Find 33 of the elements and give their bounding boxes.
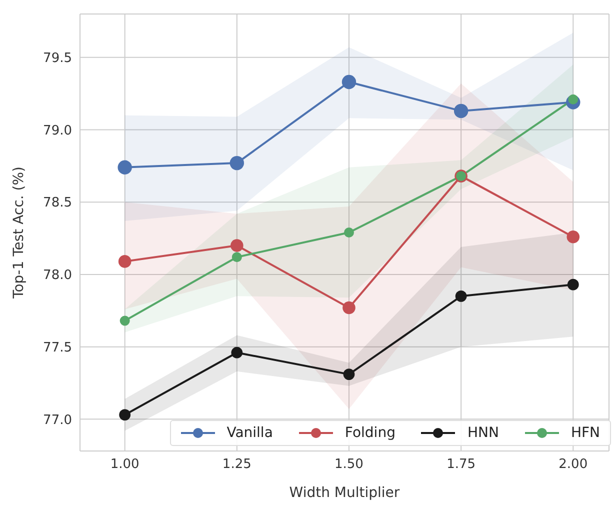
point xyxy=(119,409,131,421)
y-tick-label: 79.5 xyxy=(43,51,72,66)
x-tick-label: 2.00 xyxy=(558,457,588,472)
point xyxy=(118,255,132,268)
x-axis-title: Width Multiplier xyxy=(289,485,400,501)
legend-label: HFN xyxy=(570,425,600,441)
point xyxy=(232,252,242,262)
y-tick-label: 79.0 xyxy=(43,123,72,138)
point xyxy=(343,368,355,380)
y-tick-label: 77.5 xyxy=(43,340,72,356)
point xyxy=(230,239,244,252)
x-tick-label: 1.50 xyxy=(334,457,364,472)
point xyxy=(230,156,244,170)
point xyxy=(567,278,579,290)
point xyxy=(231,346,243,358)
legend-label: HNN xyxy=(467,425,499,441)
point xyxy=(120,316,130,326)
x-tick-label: 1.00 xyxy=(110,457,140,472)
legend-label: Folding xyxy=(344,425,396,441)
point xyxy=(118,160,132,174)
point xyxy=(342,74,356,90)
y-tick-label: 78.5 xyxy=(43,196,72,211)
point xyxy=(344,228,354,238)
point xyxy=(454,104,468,118)
y-axis-title: Top-1 Test Acc. (%) xyxy=(10,166,27,300)
y-tick-label: 77.0 xyxy=(43,412,72,428)
point xyxy=(455,290,467,302)
point xyxy=(342,301,356,314)
legend-label: Vanilla xyxy=(226,425,273,441)
x-tick-label: 1.75 xyxy=(446,457,476,472)
y-tick-label: 78.0 xyxy=(43,268,72,284)
x-tick-label: 1.25 xyxy=(222,457,252,472)
point xyxy=(566,230,580,244)
